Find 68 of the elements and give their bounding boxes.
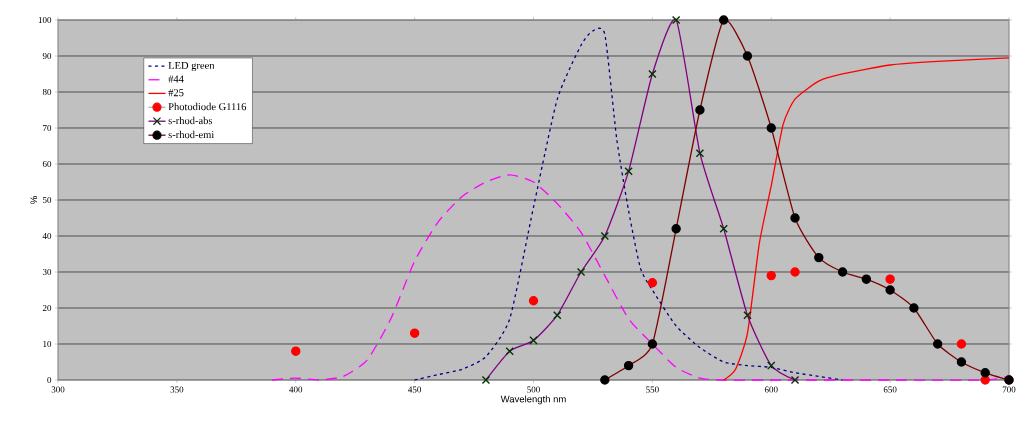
point <box>956 339 967 349</box>
legend-label: s-rhod-emi <box>168 130 215 139</box>
point <box>767 361 776 370</box>
point <box>600 375 610 385</box>
point <box>505 346 514 356</box>
point <box>885 274 895 284</box>
y-tick-label: 10 <box>43 340 52 348</box>
point <box>600 231 610 241</box>
point <box>624 166 633 176</box>
point <box>648 69 657 79</box>
x-tick-label: 300 <box>51 386 65 393</box>
point <box>742 51 753 61</box>
point <box>528 296 539 306</box>
legend-label: LED green <box>168 62 215 72</box>
point <box>861 274 872 284</box>
x-tick-label: 600 <box>764 386 778 393</box>
point <box>980 368 990 378</box>
point <box>671 15 681 25</box>
line-series <box>723 57 1010 381</box>
x-tick-label: 650 <box>883 386 897 393</box>
y-tick-label: 30 <box>42 268 52 276</box>
point <box>909 303 919 313</box>
point <box>647 339 658 349</box>
point <box>647 278 658 288</box>
y-tick-label: 20 <box>42 304 52 312</box>
point <box>481 375 491 385</box>
point <box>837 267 848 277</box>
point <box>790 267 800 277</box>
y-tick-label: 90 <box>42 52 52 60</box>
point <box>956 357 967 367</box>
point <box>553 310 562 320</box>
legend-label: s-rhod-abs <box>168 116 213 125</box>
legend-label: #44 <box>168 75 184 83</box>
y-tick-label: 0 <box>47 376 52 384</box>
point <box>766 270 776 281</box>
point <box>623 360 634 371</box>
legend-label: #25 <box>168 89 184 97</box>
point <box>671 224 681 234</box>
point <box>291 346 301 356</box>
point <box>576 267 586 277</box>
x-tick-label: 700 <box>1002 386 1016 393</box>
point <box>932 339 943 349</box>
x-tick-label: 450 <box>408 386 422 393</box>
x-tick-label: 350 <box>170 386 184 393</box>
y-tick-label: 60 <box>42 160 52 168</box>
x-tick-label: 400 <box>289 386 303 393</box>
point <box>719 224 728 234</box>
point <box>743 310 752 320</box>
point <box>814 252 824 263</box>
point <box>885 285 895 295</box>
y-axis-title: % <box>30 196 38 204</box>
point <box>790 375 800 385</box>
y-tick-label: 40 <box>42 232 52 240</box>
point <box>529 336 538 345</box>
point <box>695 105 705 115</box>
point <box>695 148 705 158</box>
y-tick-label: 70 <box>43 124 52 132</box>
x-tick-label: 550 <box>646 386 659 393</box>
point <box>790 213 800 223</box>
y-tick-label: 80 <box>42 88 52 96</box>
x-tick-label: 500 <box>527 386 540 393</box>
point <box>766 123 776 133</box>
point <box>409 328 420 338</box>
y-tick-label: 50 <box>43 196 52 204</box>
x-axis-title: Wavelength nm <box>500 395 566 405</box>
legend-label: Photodiode G1116 <box>168 102 247 111</box>
y-tick-label: 100 <box>38 16 52 24</box>
point <box>719 15 729 25</box>
